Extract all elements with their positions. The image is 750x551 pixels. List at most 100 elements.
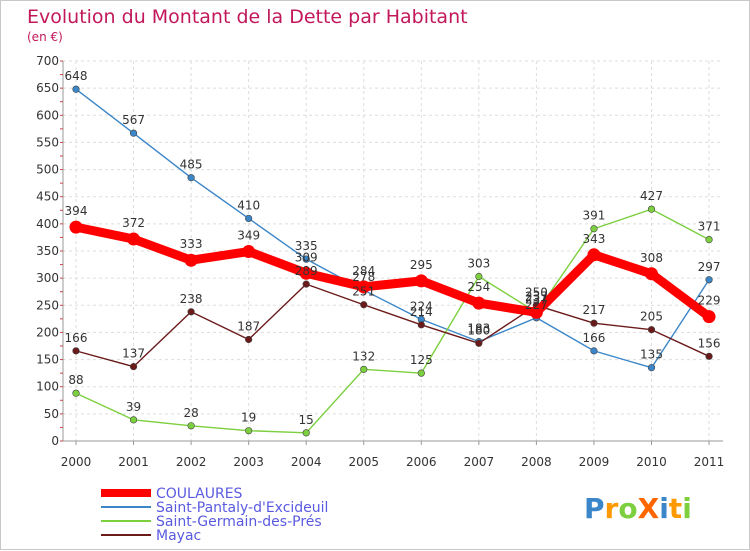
- data-label: 343: [582, 232, 605, 246]
- data-label: 278: [352, 270, 375, 284]
- data-point: [129, 129, 138, 137]
- data-point: [129, 363, 138, 371]
- data-point: [187, 174, 195, 182]
- x-tick-label: 2002: [176, 455, 207, 469]
- data-label: 166: [65, 331, 88, 345]
- y-tick-label: 50: [44, 407, 59, 421]
- series-line-0: [71, 222, 714, 322]
- data-point: [645, 267, 658, 281]
- x-tick-label: 2000: [61, 455, 92, 469]
- y-tick-label: 550: [36, 135, 59, 149]
- data-label: 39: [126, 400, 141, 414]
- x-tick-label: 2010: [636, 455, 667, 469]
- y-tick-label: 650: [36, 81, 59, 95]
- y-tick-label: 200: [36, 325, 59, 339]
- svg-text:ProXiti: ProXiti: [584, 492, 692, 525]
- data-point: [299, 266, 313, 280]
- data-label: 132: [352, 349, 375, 363]
- data-labels: 648 567 485 410 335 278 224 183 227 166 135 297 88 39…: [65, 69, 721, 427]
- series-line-2: [75, 208, 710, 434]
- data-label: 187: [237, 319, 260, 333]
- data-point: [647, 326, 656, 334]
- y-tick-label: 300: [36, 271, 59, 285]
- data-point: [705, 236, 713, 244]
- data-point: [590, 319, 598, 327]
- data-label: 254: [467, 280, 490, 294]
- data-point: [302, 280, 310, 288]
- y-tick-label: 450: [36, 190, 59, 204]
- data-label: 567: [122, 113, 145, 127]
- chart-subtitle: (en €): [27, 30, 63, 44]
- data-label: 183: [467, 322, 490, 336]
- data-point: [702, 310, 716, 324]
- data-point: [705, 352, 713, 360]
- axes: 0 50 100 150 200 250 300 350 400 450 500 550 600 650 7…: [36, 54, 724, 469]
- data-label: 427: [640, 189, 663, 203]
- grid: [63, 60, 723, 442]
- series-line-1: [75, 88, 710, 369]
- data-label: 125: [410, 353, 433, 367]
- data-label: 180: [467, 323, 490, 337]
- data-label: 391: [582, 209, 605, 223]
- y-tick-label: 0: [51, 434, 59, 448]
- legend-label: Saint-Germain-des-Prés: [156, 514, 322, 530]
- data-label: 237: [525, 289, 548, 303]
- data-label: 303: [467, 257, 490, 271]
- legend-label: Saint-Pantaly-d'Excideuil: [156, 500, 328, 516]
- data-label: 372: [122, 216, 145, 230]
- data-label: 205: [640, 310, 663, 324]
- data-label: 297: [698, 260, 721, 274]
- data-point: [417, 369, 425, 377]
- x-tick-label: 2005: [348, 455, 379, 469]
- data-label: 237: [525, 292, 548, 306]
- data-point: [302, 429, 310, 437]
- data-label: 251: [352, 285, 375, 299]
- y-tick-label: 150: [36, 353, 59, 367]
- series-line-3: [75, 283, 710, 368]
- data-label: 410: [237, 198, 260, 212]
- data-point: [475, 272, 483, 281]
- data-point: [302, 255, 310, 263]
- y-tick-label: 350: [36, 244, 59, 258]
- data-point: [647, 364, 656, 372]
- data-label: 227: [525, 298, 548, 312]
- data-point: [705, 276, 713, 284]
- data-label: 28: [183, 406, 198, 420]
- data-label: 217: [582, 303, 605, 317]
- data-label: 333: [180, 237, 203, 251]
- data-label: 308: [640, 251, 663, 265]
- data-label: 335: [295, 239, 318, 253]
- data-label: 289: [295, 264, 318, 278]
- data-point: [360, 301, 368, 309]
- data-point: [475, 339, 483, 347]
- y-tick-label: 600: [36, 108, 59, 122]
- x-tick-label: 2006: [406, 455, 437, 469]
- chart-title: Evolution du Montant de la Dette par Hab…: [27, 6, 468, 28]
- data-point: [242, 245, 256, 259]
- y-tick-label: 500: [36, 163, 59, 177]
- data-point: [590, 347, 598, 355]
- data-label: 15: [299, 413, 314, 427]
- legend-label: COULAURES: [156, 486, 243, 502]
- data-label: 349: [237, 229, 260, 243]
- data-point: [72, 389, 80, 397]
- data-point: [72, 347, 80, 355]
- data-label: 135: [640, 348, 663, 362]
- data-label: 229: [698, 294, 721, 308]
- data-label: 238: [180, 292, 203, 306]
- y-tick-label: 400: [36, 217, 59, 231]
- data-point: [647, 205, 656, 213]
- x-tick-label: 2009: [579, 455, 610, 469]
- data-label: 19: [241, 411, 256, 425]
- y-tick-label: 250: [36, 298, 59, 312]
- data-label: 156: [698, 336, 721, 350]
- x-tick-label: 2008: [521, 455, 552, 469]
- legend: COULAURESSaint-Pantaly-d'ExcideuilSaint-…: [101, 486, 328, 544]
- data-label: 295: [410, 258, 433, 272]
- data-label: 250: [525, 285, 548, 299]
- data-point: [587, 248, 601, 262]
- data-label: 309: [295, 250, 318, 264]
- x-tick-label: 2001: [118, 455, 149, 469]
